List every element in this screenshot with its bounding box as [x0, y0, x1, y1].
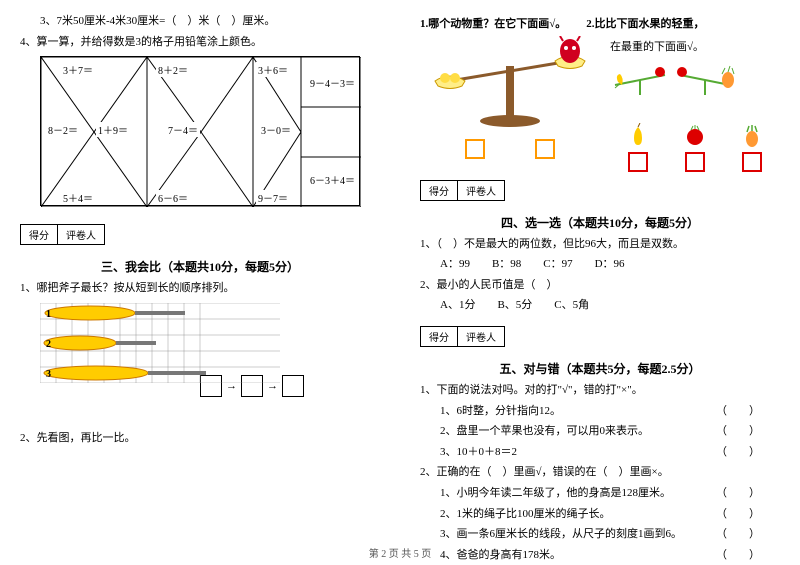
eq-c11: 9－4－3＝ [308, 75, 357, 90]
section-3-title: 三、我会比（本题共10分，每题5分） [20, 258, 380, 275]
page-footer: 第 2 页 共 5 页 [0, 545, 800, 560]
score-label: 得分 [421, 181, 458, 200]
paren[interactable]: （ ） [716, 403, 760, 421]
checkbox-right-animal[interactable] [535, 139, 555, 159]
eq-c1: 3＋7＝ [61, 62, 95, 77]
sd-num-2: 2 [46, 339, 51, 350]
sd-num-1: 1 [46, 309, 51, 320]
fruit-compare-area: 在最重的下面画√。 [610, 36, 780, 172]
answer-box-3[interactable] [282, 375, 304, 397]
eq-c5: 1＋9＝ [96, 122, 130, 137]
s5-q2-1: 1、小明今年读二年级了，他的身高是128厘米。（ ） [420, 485, 780, 503]
s4-q1: 1、（ ）不是最大的两位数，但比96大，而且是双数。 [420, 236, 780, 254]
question-3: 3、7米50厘米-4米30厘米=（ ）米（ ）厘米。 [20, 13, 380, 31]
pineapple-icon [742, 123, 762, 147]
s4-q2: 2、最小的人民币值是（ ） [420, 277, 780, 295]
tangram-grid: 3＋7＝ 8＋2＝ 3＋6＝ 8－2＝ 1＋9＝ 7－4＝ 3－0＝ 5＋4＝ … [40, 56, 360, 206]
checkbox-pineapple[interactable] [742, 152, 762, 172]
eq-c7: 3－0＝ [259, 122, 293, 137]
paren[interactable]: （ ） [716, 444, 760, 462]
eq-c3: 3＋6＝ [256, 62, 290, 77]
score-box-3: 得分 评卷人 [20, 224, 105, 245]
sd-num-3: 3 [46, 369, 51, 380]
grader-label: 评卷人 [58, 225, 104, 244]
checkbox-tomato[interactable] [685, 152, 705, 172]
fruit-pear [628, 123, 648, 172]
score-label: 得分 [421, 327, 458, 346]
left-column: 3、7米50厘米-4米30厘米=（ ）米（ ）厘米。 4、算一算，并给得数是3的… [0, 0, 400, 540]
eq-c8: 5＋4＝ [61, 190, 95, 205]
right-column: 1.哪个动物重？在它下面画√。 2.比比下面水果的轻重， 在最重的下面画√。 [400, 0, 800, 540]
s4-q1-opts: A：99 B：98 C：97 D：96 [420, 256, 780, 274]
screwdriver-diagram: 1 2 3 [40, 303, 280, 383]
eq-c10: 9－7＝ [256, 190, 290, 205]
s5-q1-3: 3、10＋0＋8＝2（ ） [420, 444, 780, 462]
eq-c6: 7－4＝ [166, 122, 200, 137]
q2-1-title: 1.哪个动物重？在它下面画√。 [420, 15, 566, 31]
paren[interactable]: （ ） [716, 423, 760, 441]
s5-q1-2: 2、盘里一个苹果也没有，可以用0来表示。（ ） [420, 423, 780, 441]
question-4: 4、算一算，并给得数是3的格子用铅笔涂上颜色。 [20, 34, 380, 52]
eq-c4: 8－2＝ [46, 122, 80, 137]
paren[interactable]: （ ） [716, 506, 760, 524]
eq-c9: 6－6＝ [156, 190, 190, 205]
fruit-pineapple [742, 123, 762, 172]
balance-scale-area [420, 36, 600, 172]
grader-label: 评卷人 [458, 327, 504, 346]
fruit-scales-svg [610, 60, 780, 120]
s3-q2: 2、先看图，再比一比。 [20, 430, 380, 448]
s5-q1-1: 1、6时整，分针指向12。（ ） [420, 403, 780, 421]
fruit-tomato [685, 123, 705, 172]
score-label: 得分 [21, 225, 58, 244]
score-box-4: 得分 评卷人 [420, 180, 505, 201]
q2-2-title: 2.比比下面水果的轻重， [586, 15, 704, 31]
paren[interactable]: （ ） [716, 485, 760, 503]
section-5-title: 五、对与错（本题共5分，每题2.5分） [420, 360, 780, 377]
s5-q1: 1、下面的说法对吗。对的打"√"，错的打"×"。 [420, 382, 780, 400]
s4-q2-opts: A、1分 B、5分 C、5角 [420, 297, 780, 315]
checkbox-left-animal[interactable] [465, 139, 485, 159]
eq-c2: 8＋2＝ [156, 62, 190, 77]
grader-label: 评卷人 [458, 181, 504, 200]
section-4-title: 四、选一选（本题共10分，每题5分） [420, 214, 780, 231]
tomato-icon [685, 123, 705, 147]
paren[interactable]: （ ） [716, 526, 760, 544]
pear-icon [628, 123, 648, 147]
s5-q2-2: 2、1米的绳子比100厘米的绳子长。（ ） [420, 506, 780, 524]
eq-c12: 6－3＋4＝ [308, 172, 357, 187]
s5-q2: 2、正确的在（ ）里画√，错误的在（ ）里画×。 [420, 464, 780, 482]
grid-svg: 1 2 3 [40, 303, 280, 383]
s3-q1: 1、哪把斧子最长？按从短到长的顺序排列。 [20, 280, 380, 298]
q2-2b: 在最重的下面画√。 [610, 39, 780, 57]
s5-q2-3: 3、画一条6厘米长的线段，从尺子的刻度1画到6。（ ） [420, 526, 780, 544]
score-box-5: 得分 评卷人 [420, 326, 505, 347]
checkbox-pear[interactable] [628, 152, 648, 172]
balance-scale-svg [420, 36, 600, 136]
